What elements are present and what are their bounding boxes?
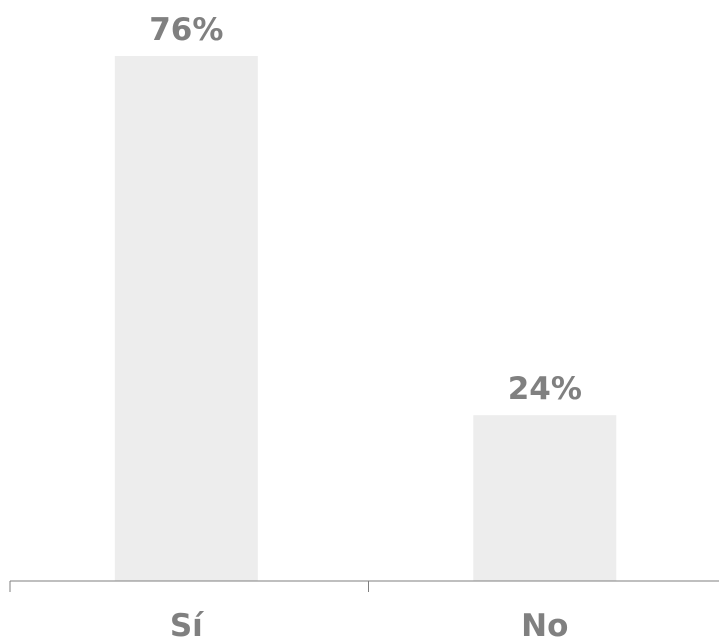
value-label-no: 24% (508, 371, 582, 407)
value-labels-group: 76% 24% (149, 12, 582, 407)
category-labels-group: Sí No (170, 608, 569, 641)
value-label-si: 76% (149, 12, 223, 48)
bar-si (114, 56, 258, 581)
bar-no (473, 415, 617, 581)
category-label-no: No (521, 608, 568, 641)
category-label-si: Sí (170, 608, 204, 641)
x-axis-ticks (9, 581, 369, 592)
bars-group (114, 56, 617, 581)
